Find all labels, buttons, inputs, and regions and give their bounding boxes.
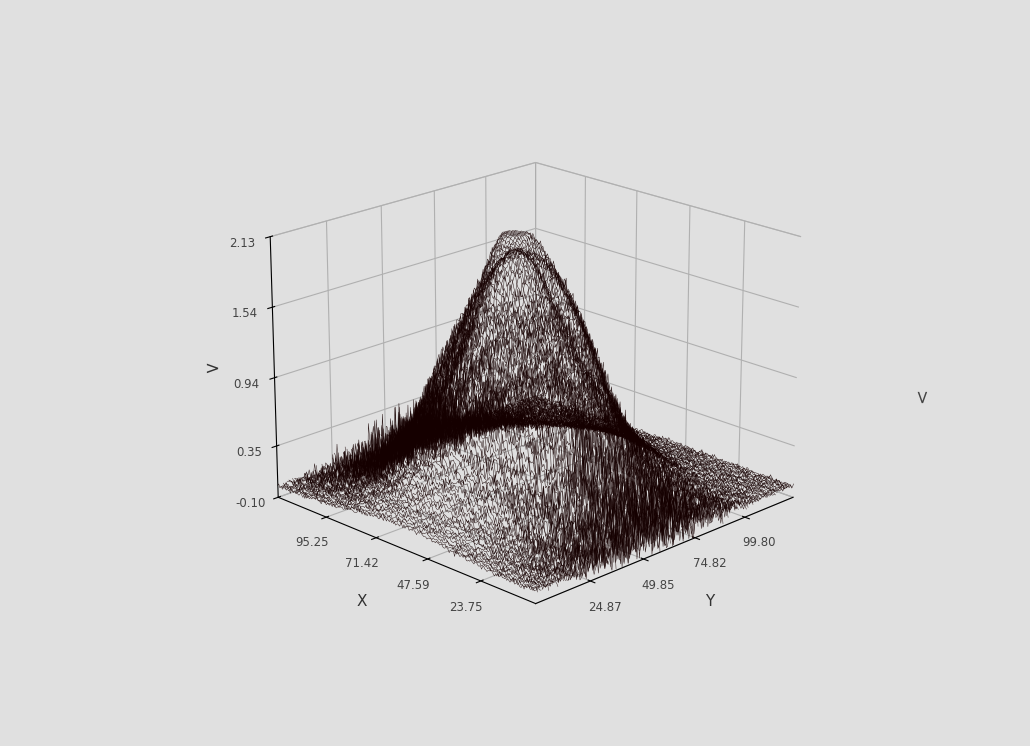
- Y-axis label: X: X: [356, 594, 367, 609]
- X-axis label: Y: Y: [705, 594, 714, 609]
- Text: <: <: [913, 388, 931, 403]
